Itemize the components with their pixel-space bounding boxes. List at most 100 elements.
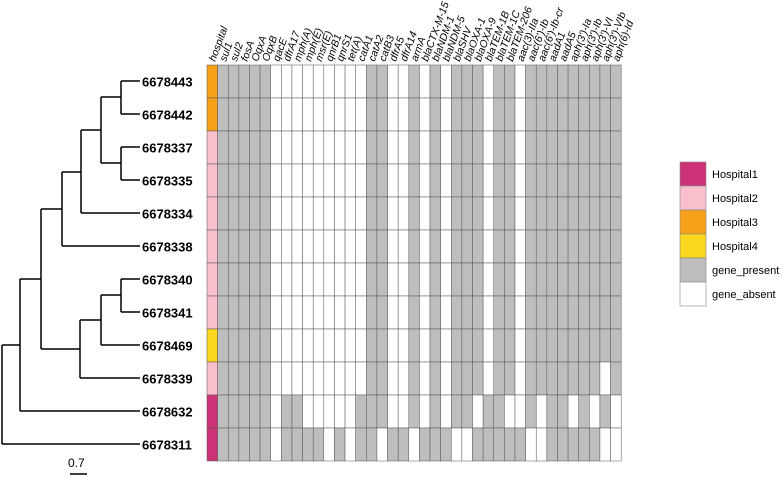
gene-present-cell — [557, 262, 569, 297]
gene-present-cell — [291, 427, 303, 462]
gene-present-cell — [238, 328, 250, 363]
gene-absent-cell — [344, 196, 356, 231]
gene-present-cell — [217, 97, 229, 132]
gene-absent-cell — [535, 394, 548, 429]
gene-present-cell — [589, 262, 601, 297]
gene-absent-cell — [355, 130, 367, 165]
gene-absent-cell — [302, 394, 314, 429]
gene-absent-cell — [355, 361, 367, 396]
gene-present-cell — [461, 229, 473, 264]
gene-present-cell — [493, 229, 505, 264]
gene-absent-cell — [291, 130, 303, 165]
gene-absent-cell — [344, 229, 356, 264]
gene-present-cell — [578, 163, 590, 198]
gene-present-cell — [504, 64, 516, 99]
gene-present-cell — [238, 427, 250, 462]
gene-present-cell — [259, 163, 271, 198]
gene-absent-cell — [291, 328, 303, 363]
gene-absent-cell — [344, 295, 356, 330]
gene-absent-cell — [291, 295, 303, 330]
leaf-label: 6678334 — [142, 207, 193, 222]
gene-present-cell — [238, 163, 250, 198]
gene-absent-cell — [397, 328, 410, 363]
gene-present-cell — [504, 130, 516, 165]
gene-absent-cell — [355, 295, 367, 330]
gene-absent-cell — [344, 394, 356, 429]
gene-absent-cell — [440, 262, 452, 297]
gene-present-cell — [429, 64, 441, 99]
gene-absent-cell — [344, 64, 356, 99]
gene-absent-cell — [302, 361, 314, 396]
gene-present-cell — [334, 427, 346, 462]
gene-present-cell — [249, 427, 261, 462]
legend-swatch — [679, 233, 707, 259]
gene-absent-cell — [302, 196, 314, 231]
gene-absent-cell — [291, 262, 303, 297]
gene-present-cell — [589, 64, 601, 99]
gene-present-cell — [376, 394, 388, 429]
gene-absent-cell — [482, 361, 494, 396]
gene-present-cell — [376, 361, 388, 396]
gene-present-cell — [227, 130, 240, 165]
gene-present-cell — [525, 97, 537, 132]
gene-present-cell — [249, 163, 261, 198]
gene-present-cell — [472, 97, 484, 132]
gene-present-cell — [525, 64, 537, 99]
gene-present-cell — [451, 163, 463, 198]
gene-present-cell — [408, 229, 420, 264]
gene-present-cell — [493, 328, 505, 363]
gene-absent-cell — [312, 163, 325, 198]
gene-absent-cell — [302, 295, 314, 330]
gene-absent-cell — [281, 130, 293, 165]
gene-present-cell — [546, 262, 558, 297]
gene-present-cell — [567, 196, 579, 231]
gene-present-cell — [599, 328, 611, 363]
gene-absent-cell — [419, 130, 431, 165]
gene-present-cell — [567, 328, 579, 363]
hospital-cell — [206, 361, 218, 396]
gene-present-cell — [238, 295, 250, 330]
gene-present-cell — [217, 394, 229, 429]
gene-present-cell — [397, 427, 410, 462]
gene-absent-cell — [270, 130, 282, 165]
legend-swatch — [679, 209, 707, 235]
gene-present-cell — [546, 64, 558, 99]
gene-absent-cell — [387, 229, 399, 264]
gene-present-cell — [227, 361, 240, 396]
gene-absent-cell — [270, 262, 282, 297]
gene-present-cell — [249, 130, 261, 165]
gene-absent-cell — [281, 196, 293, 231]
gene-present-cell — [376, 163, 388, 198]
gene-present-cell — [610, 97, 622, 132]
gene-present-cell — [472, 328, 484, 363]
gene-present-cell — [227, 229, 240, 264]
gene-present-cell — [312, 427, 325, 462]
gene-absent-cell — [344, 97, 356, 132]
gene-present-cell — [376, 130, 388, 165]
leaf-label: 6678341 — [142, 306, 193, 321]
gene-present-cell — [376, 64, 388, 99]
gene-absent-cell — [397, 130, 410, 165]
leaf-labels: 6678443 6678442 6678337 6678335 6678334 66783… — [142, 75, 193, 453]
leaf-label: 6678632 — [142, 405, 193, 420]
gene-absent-cell — [334, 394, 346, 429]
gene-present-cell — [504, 295, 516, 330]
gene-present-cell — [366, 328, 378, 363]
gene-present-cell — [535, 97, 548, 132]
gene-present-cell — [589, 328, 601, 363]
gene-absent-cell — [291, 64, 303, 99]
gene-present-cell — [249, 328, 261, 363]
gene-absent-cell — [323, 130, 335, 165]
phylogenetic-tree — [1, 80, 140, 445]
gene-present-cell — [525, 130, 537, 165]
gene-absent-cell — [270, 229, 282, 264]
gene-present-cell — [217, 262, 229, 297]
gene-present-cell — [525, 328, 537, 363]
gene-present-cell — [535, 229, 548, 264]
gene-absent-cell — [334, 163, 346, 198]
gene-present-cell — [259, 229, 271, 264]
gene-absent-cell — [440, 64, 452, 99]
gene-absent-cell — [567, 394, 579, 429]
gene-present-cell — [238, 130, 250, 165]
gene-present-cell — [249, 64, 261, 99]
